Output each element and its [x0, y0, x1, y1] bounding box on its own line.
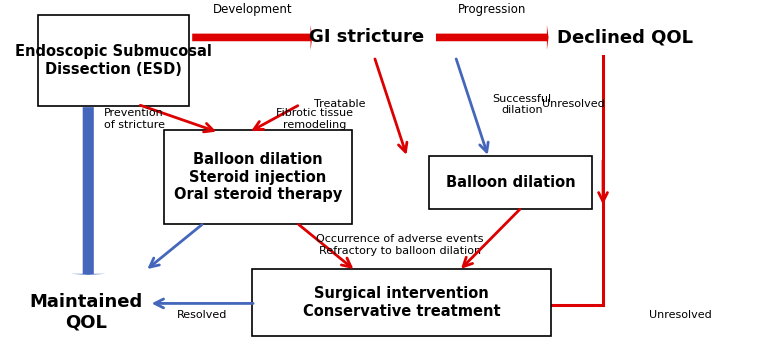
Text: Fibrotic tissue
remodeling: Fibrotic tissue remodeling	[276, 108, 353, 129]
Text: Maintained
QOL: Maintained QOL	[30, 293, 142, 331]
Text: Treatable: Treatable	[314, 99, 365, 109]
FancyBboxPatch shape	[38, 15, 189, 106]
Text: Unresolved: Unresolved	[649, 310, 712, 320]
FancyBboxPatch shape	[429, 156, 592, 209]
Text: Declined QOL: Declined QOL	[557, 28, 693, 46]
Text: Endoscopic Submucosal
Dissection (ESD): Endoscopic Submucosal Dissection (ESD)	[16, 44, 212, 77]
Text: Unresolved: Unresolved	[541, 99, 605, 109]
Text: Prevention
of stricture: Prevention of stricture	[103, 108, 164, 129]
Text: GI stricture: GI stricture	[309, 28, 424, 46]
Text: Resolved: Resolved	[177, 310, 227, 320]
Text: Balloon dilation
Steroid injection
Oral steroid therapy: Balloon dilation Steroid injection Oral …	[173, 152, 342, 202]
Text: Balloon dilation: Balloon dilation	[446, 175, 576, 190]
FancyBboxPatch shape	[163, 130, 352, 225]
Text: Progression: Progression	[458, 3, 527, 17]
Text: Development: Development	[212, 3, 292, 17]
Text: Surgical intervention
Conservative treatment: Surgical intervention Conservative treat…	[303, 286, 500, 319]
Text: Occurrence of adverse events
Refractory to balloon dilation: Occurrence of adverse events Refractory …	[316, 234, 484, 256]
FancyBboxPatch shape	[252, 269, 552, 336]
Text: Successful
dilation: Successful dilation	[492, 93, 552, 115]
